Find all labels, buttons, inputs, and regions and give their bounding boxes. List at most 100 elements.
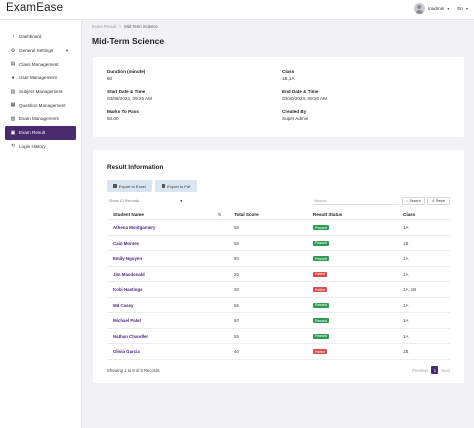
- chevron-down-icon: ▼: [179, 199, 183, 203]
- reset-button-label: Reset: [435, 199, 446, 203]
- status-badge: Passed: [313, 240, 329, 246]
- export-excel-button[interactable]: Export to Excel: [107, 180, 152, 192]
- search-button-label: Search: [409, 199, 421, 203]
- sidebar-item-label: Dashboard: [19, 34, 42, 40]
- sidebar-item-label: Exam Result: [19, 130, 46, 136]
- student-name-link[interactable]: Kobi Hastings: [113, 287, 143, 293]
- chevron-down-icon[interactable]: ▾: [465, 6, 468, 11]
- class-value: 1B,1A: [282, 75, 295, 81]
- history-icon: ⟲: [10, 143, 16, 150]
- reset-button[interactable]: ↺ Reset: [427, 197, 450, 205]
- total-score: 55: [234, 302, 239, 308]
- duration-value: 50: [107, 75, 113, 81]
- sidebar-item-label: Question Management: [19, 102, 66, 108]
- records-per-page-value: Show 10 Records: [109, 199, 139, 203]
- search-button[interactable]: ⌕ Search: [402, 197, 425, 205]
- breadcrumb: Exam Result > Mid-Term Science: [92, 24, 158, 29]
- class-value: 1A: [403, 318, 409, 324]
- file-icon: [113, 183, 117, 189]
- user-menu[interactable]: roadmin ▾ En ▾: [413, 3, 468, 14]
- total-score: 60: [234, 256, 239, 262]
- table-row: Athena Montgomery 55 Passed 1A: [107, 220, 450, 236]
- sidebar-item-user-management[interactable]: ● User Management: [0, 71, 81, 85]
- chevron-down-icon[interactable]: ▾: [447, 6, 450, 11]
- created-label: Created By: [282, 109, 307, 114]
- page-number-button[interactable]: 1: [431, 366, 439, 374]
- created-value: Super Admin: [282, 115, 309, 121]
- start-value: 03/06/2023, 09:25 AM: [107, 95, 152, 101]
- language-select[interactable]: En: [457, 6, 463, 11]
- export-excel-label: Export to Excel: [118, 183, 146, 189]
- sidebar-item-question-management[interactable]: ▦ Question Management: [0, 98, 81, 112]
- total-score: 40: [234, 349, 239, 355]
- table-row: Olivia Garcia 40 Failed 1B: [107, 344, 450, 360]
- chevron-down-icon: ▼: [65, 48, 69, 54]
- sidebar-item-label: Login History: [19, 143, 46, 149]
- class-value: 1A: [403, 333, 409, 339]
- column-header-student-name[interactable]: Student Name ⇅: [113, 208, 223, 220]
- sidebar-item-dashboard[interactable]: ◔ Dashboard: [0, 30, 81, 44]
- breadcrumb-parent[interactable]: Exam Result: [92, 24, 116, 29]
- user-name[interactable]: roadmin: [427, 6, 445, 11]
- student-name-link[interactable]: Cain Montes: [113, 240, 140, 246]
- student-name-link[interactable]: Athena Montgomery: [113, 225, 156, 231]
- student-name-link[interactable]: Nathan Chandler: [113, 333, 149, 339]
- student-name-link[interactable]: Emily Nguyen: [113, 256, 143, 262]
- sidebar-item-label: Subject Management: [19, 89, 63, 95]
- marks-label: Marks To Pass: [107, 109, 139, 114]
- total-score: 55: [234, 333, 239, 339]
- page-title: Mid-Term Science: [92, 36, 165, 46]
- status-badge: Failed: [313, 287, 327, 293]
- table-row: Cain Montes 55 Passed 1B: [107, 236, 450, 251]
- avatar[interactable]: [413, 3, 425, 14]
- next-page-button[interactable]: Next: [441, 367, 450, 373]
- student-name-link[interactable]: Md Casey: [113, 302, 134, 308]
- breadcrumb-current: Mid-Term Science: [124, 24, 158, 29]
- student-name-link[interactable]: Jim Macdonald: [113, 271, 145, 277]
- sidebar-item-exam-management[interactable]: ▧ Exam Management: [0, 112, 81, 126]
- results-table: Student Name ⇅ Total Score Result Status…: [107, 208, 450, 360]
- export-pdf-button[interactable]: Export to Pdf: [155, 180, 197, 192]
- class-value: 1A: [403, 271, 409, 277]
- start-label: Start Date & Time: [107, 89, 146, 94]
- table-row: Michael Patel 50 Passed 1A: [107, 313, 450, 329]
- end-value: 03/30/2023, 09:20 AM: [282, 95, 327, 101]
- sidebar-item-subject-management[interactable]: ▥ Subject Management: [0, 85, 81, 99]
- previous-page-button[interactable]: Previous: [412, 367, 429, 373]
- total-score: 55: [234, 225, 239, 231]
- start-field: Start Date & Time 03/06/2023, 09:25 AM: [107, 89, 152, 101]
- section-title: Result Information: [107, 164, 164, 171]
- table-row: Jim Macdonald 20 Failed 1A: [107, 267, 450, 282]
- student-name-link[interactable]: Michael Patel: [113, 318, 141, 324]
- gear-icon: ⚙: [10, 47, 16, 54]
- sidebar-item-label: General Settings: [19, 48, 54, 54]
- status-badge: Passed: [313, 302, 329, 308]
- reset-icon: ↺: [431, 199, 435, 203]
- sort-icon[interactable]: ⇅: [217, 212, 221, 217]
- student-name-link[interactable]: Olivia Garcia: [113, 349, 140, 355]
- app-logo[interactable]: ExamEase: [6, 2, 64, 14]
- sidebar-item-exam-result[interactable]: ▣ Exam Result: [5, 125, 76, 140]
- column-header-result-status[interactable]: Result Status: [313, 211, 343, 217]
- column-header-total-score[interactable]: Total Score: [234, 211, 259, 217]
- question-icon: ▦: [10, 102, 16, 109]
- status-badge: Failed: [313, 271, 327, 277]
- marks-field: Marks To Pass 50.00: [107, 109, 139, 121]
- result-information-card: Result Information Export to Excel Expor…: [93, 150, 464, 383]
- total-score: 55: [234, 240, 239, 246]
- sidebar-item-class-management[interactable]: ▤ Class Management: [0, 57, 81, 71]
- sidebar-item-label: Class Management: [19, 61, 59, 67]
- sidebar-item-login-history[interactable]: ⟲ Login History: [0, 140, 81, 154]
- class-value: 1A, 1B: [403, 287, 417, 293]
- end-label: End Date & Time: [282, 89, 319, 94]
- duration-field: Duration (minute) 50: [107, 69, 145, 81]
- column-header-label: Student Name: [113, 211, 144, 217]
- records-per-page-select[interactable]: Show 10 Records ▼: [107, 197, 185, 205]
- sidebar-item-general-settings[interactable]: ⚙ General Settings ▼: [0, 44, 81, 58]
- search-input[interactable]: Search...: [313, 197, 399, 205]
- table-row: Kobi Hastings 30 Failed 1A, 1B: [107, 282, 450, 298]
- duration-label: Duration (minute): [107, 69, 146, 74]
- sidebar-item-label: User Management: [19, 75, 57, 81]
- column-header-class[interactable]: Class: [403, 211, 416, 217]
- class-label: Class: [282, 69, 295, 74]
